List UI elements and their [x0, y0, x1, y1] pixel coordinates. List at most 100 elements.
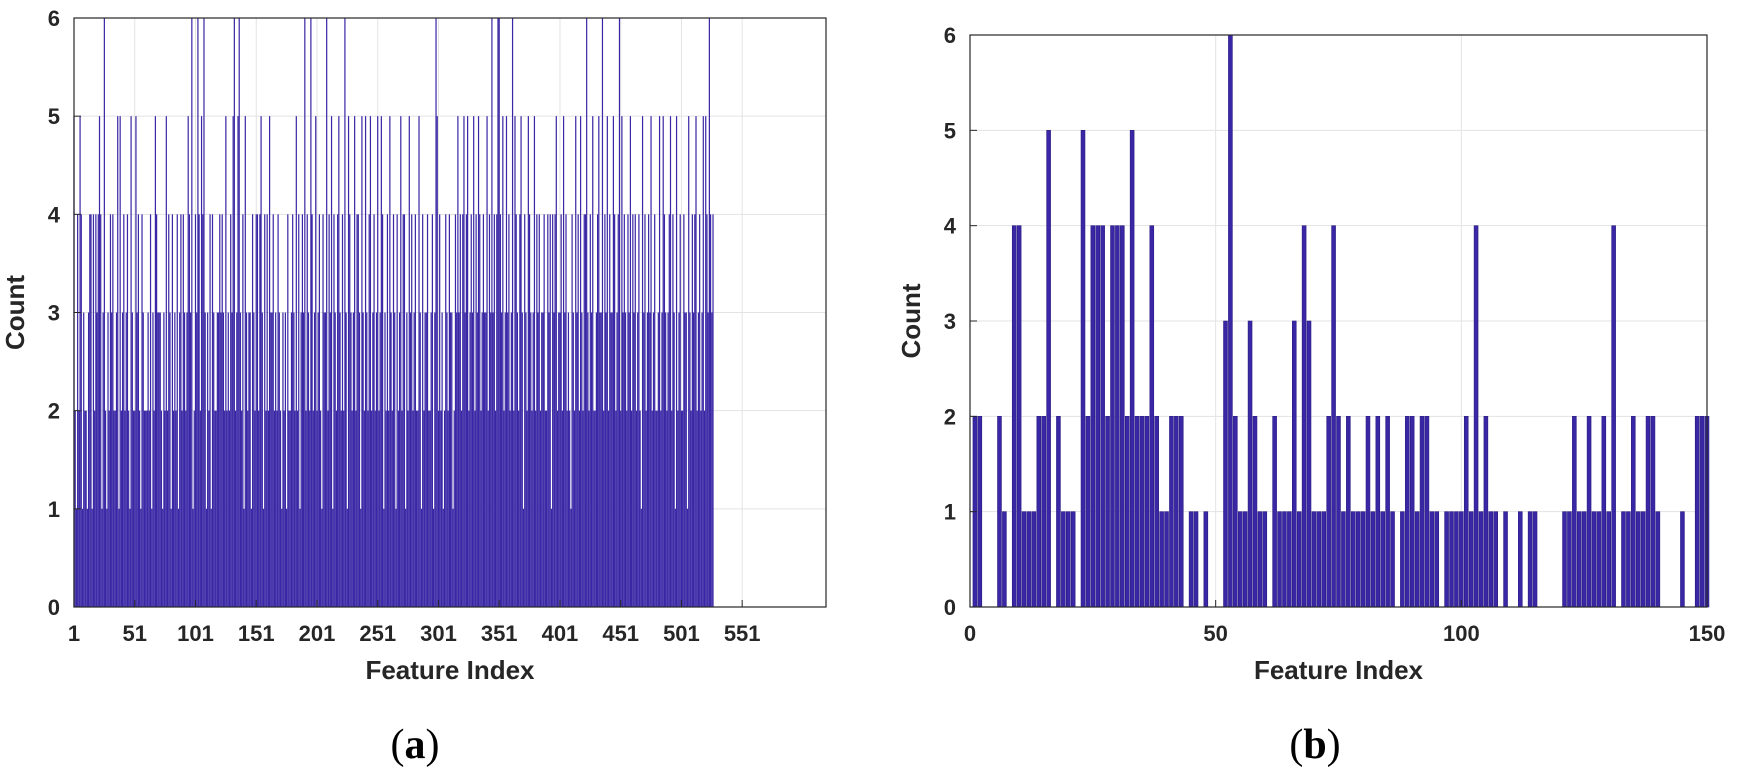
bar-b-97 [1444, 511, 1449, 608]
bar-a-100 [193, 410, 195, 607]
bar-a-216 [334, 312, 336, 607]
bar-a-8 [81, 508, 84, 607]
bar-a-61 [146, 410, 148, 607]
bar-b-68 [1301, 225, 1307, 608]
bar-a-21 [97, 214, 99, 607]
bar-a-519 [702, 116, 704, 608]
y-tick-label-b-1: 1 [944, 500, 956, 525]
bar-b-63 [1277, 511, 1282, 608]
bar-a-129 [228, 410, 231, 607]
bar-b-9 [1011, 225, 1017, 608]
bar-a-469 [641, 116, 644, 608]
bar-a-382 [536, 214, 538, 607]
bar-a-130 [230, 214, 232, 607]
bar-a-206 [322, 214, 324, 607]
bar-b-30 [1115, 225, 1120, 608]
bar-a-103 [197, 18, 199, 607]
bar-b-31 [1120, 225, 1125, 608]
bar-a-522 [706, 214, 708, 607]
bar-a-440 [606, 116, 608, 608]
bar-a-318 [458, 312, 460, 607]
bar-a-187 [299, 508, 301, 607]
bar-b-131 [1611, 225, 1616, 608]
bar-a-125 [224, 410, 226, 607]
bar-a-309 [447, 410, 449, 607]
bar-a-118 [215, 410, 217, 607]
bar-a-499 [678, 312, 680, 607]
bar-a-303 [440, 410, 442, 607]
bar-a-126 [225, 116, 227, 608]
bar-b-115 [1532, 511, 1538, 608]
bar-a-284 [417, 410, 419, 607]
bar-a-278 [409, 312, 412, 607]
bar-a-162 [268, 116, 271, 608]
bar-b-39 [1159, 511, 1164, 608]
bar-a-54 [137, 214, 139, 607]
bar-a-457 [627, 214, 629, 607]
bar-b-105 [1483, 416, 1489, 608]
x-tick-label-a-3: 151 [238, 621, 275, 646]
bar-a-110 [205, 508, 208, 607]
bar-a-403 [561, 410, 563, 607]
y-tick-label-b-0: 0 [944, 595, 956, 620]
bar-a-326 [468, 410, 470, 607]
bar-b-42 [1174, 416, 1179, 608]
bar-a-156 [261, 312, 263, 607]
bar-b-104 [1478, 511, 1484, 608]
y-ticks-a: 0 1 2 3 4 5 6 [48, 6, 81, 620]
bar-a-245 [369, 116, 372, 608]
bar-a-53 [136, 312, 138, 607]
bar-b-6 [997, 416, 1002, 608]
bar-a-149 [253, 312, 255, 607]
bar-a-496 [674, 508, 676, 607]
bar-a-108 [203, 18, 205, 607]
bar-b-7 [1002, 511, 1007, 608]
bar-a-446 [614, 214, 616, 607]
bar-a-37 [117, 116, 119, 608]
bar-a-459 [629, 116, 632, 608]
bar-a-507 [688, 116, 690, 608]
bar-a-421 [583, 214, 585, 607]
bar-a-322 [463, 116, 465, 608]
bar-a-332 [475, 214, 477, 607]
bar-a-302 [439, 214, 441, 607]
bar-b-140 [1655, 511, 1661, 608]
bar-a-217 [335, 410, 338, 607]
bar-a-416 [577, 214, 579, 607]
bar-b-14 [1036, 416, 1042, 608]
bar-a-463 [634, 214, 636, 607]
bar-a-138 [239, 312, 242, 607]
bar-a-38 [118, 508, 120, 607]
bar-a-413 [573, 410, 576, 607]
bar-a-49 [131, 312, 133, 607]
bar-a-274 [405, 508, 407, 607]
bar-a-486 [662, 116, 664, 608]
bar-b-59 [1257, 511, 1263, 608]
chart-panel-a: 1 51 101 151 201 251 301 351 401 451 501 551 012345… [0, 6, 827, 768]
bar-a-208 [324, 312, 327, 607]
bar-a-475 [649, 312, 651, 607]
bar-b-58 [1252, 416, 1258, 608]
bar-a-116 [213, 312, 215, 607]
bar-b-145 [1680, 511, 1685, 608]
bar-b-36 [1144, 416, 1150, 608]
bar-b-15 [1041, 416, 1046, 608]
bar-a-476 [650, 116, 652, 608]
bar-a-189 [301, 214, 303, 607]
bar-b-75 [1336, 416, 1341, 608]
bar-a-402 [560, 214, 562, 607]
bar-a-373 [525, 312, 527, 607]
bar-a-330 [473, 116, 475, 608]
bar-a-494 [672, 214, 674, 607]
bar-a-123 [221, 214, 223, 607]
bar-a-334 [477, 116, 480, 608]
bar-a-313 [452, 508, 454, 607]
bar-a-424 [587, 312, 589, 607]
bar-a-42 [123, 214, 125, 607]
x-tick-label-a-9: 451 [602, 621, 639, 646]
bar-a-308 [446, 312, 448, 607]
bar-b-85 [1385, 416, 1390, 608]
bar-a-200 [315, 116, 317, 608]
bar-a-292 [426, 214, 429, 607]
bar-a-503 [683, 214, 685, 607]
